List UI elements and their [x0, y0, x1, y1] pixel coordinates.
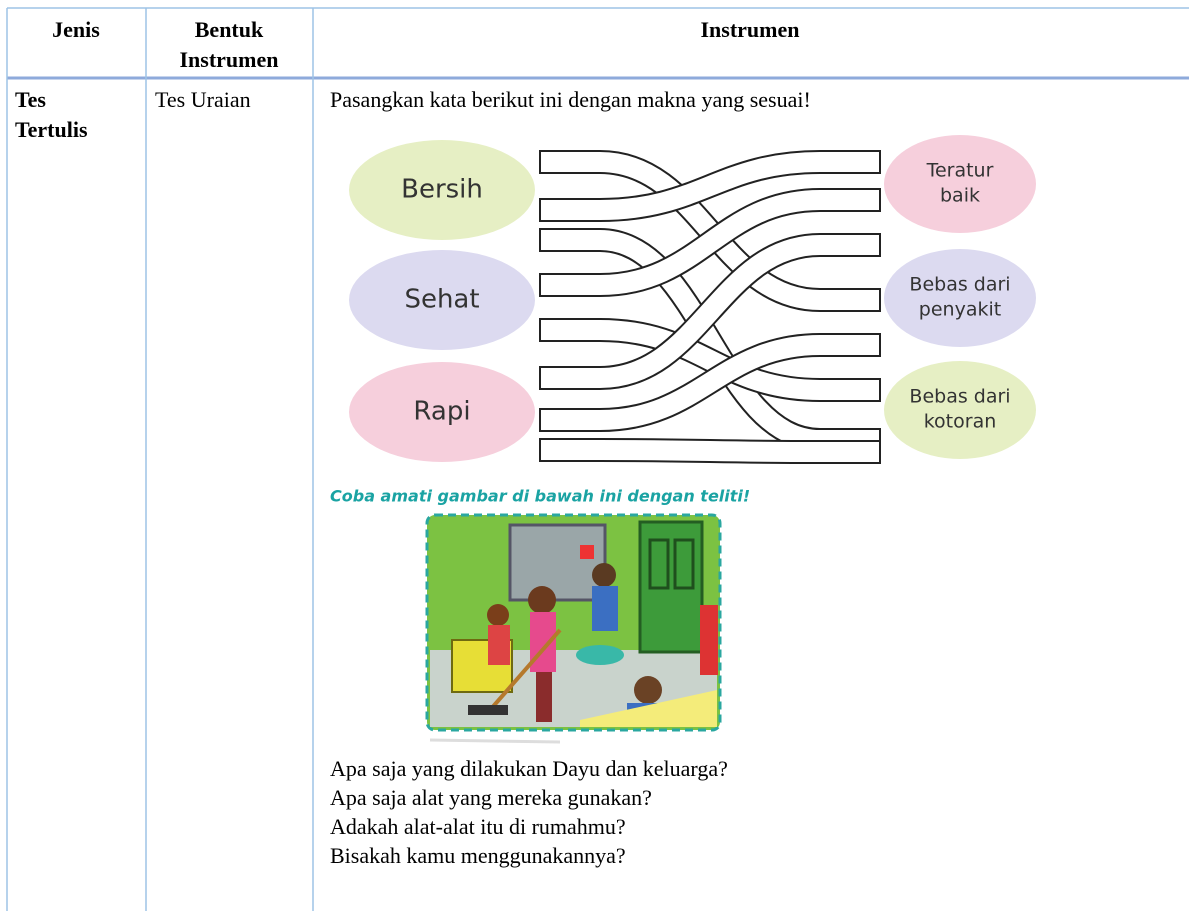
instruction: Pasangkan kata berikut ini dengan makna … [330, 87, 811, 112]
match-word: Sehat [404, 285, 479, 315]
caption: Coba amati gambar di bawah ini dengan te… [330, 487, 750, 506]
cell: Tes Uraian [155, 87, 251, 112]
maze-band [540, 440, 880, 462]
question: Adakah alat-alat itu di rumahmu? [330, 814, 626, 839]
question: Bisakah kamu menggunakannya? [330, 843, 626, 868]
match-word: Bersih [401, 175, 483, 205]
header-cell: Bentuk [195, 17, 264, 42]
header-cell: Instrumen [179, 47, 278, 72]
question: Apa saja yang dilakukan Dayu dan keluarg… [330, 756, 728, 781]
maze-band [540, 335, 880, 430]
match-meaning: Teratur [926, 160, 994, 182]
oval [349, 140, 535, 240]
maze-band [540, 230, 880, 450]
match-meaning: Bebas dari [909, 386, 1010, 408]
oval [349, 250, 535, 350]
divider [429, 738, 561, 744]
match-meaning: kotoran [924, 411, 997, 433]
oval [884, 249, 1036, 347]
match-meaning: Bebas dari [909, 274, 1010, 296]
oval [349, 362, 535, 462]
cell: Tertulis [15, 117, 88, 142]
oval [884, 135, 1036, 233]
maze [539, 150, 881, 464]
illustration [425, 513, 722, 732]
maze-band [540, 235, 880, 388]
maze-band [540, 152, 880, 220]
question: Apa saja alat yang mereka gunakan? [330, 785, 652, 810]
match-meaning: baik [940, 185, 980, 207]
match-word: Rapi [413, 397, 470, 427]
cell: Tes [15, 87, 46, 112]
maze-band [540, 190, 880, 295]
match-meaning: penyakit [919, 299, 1001, 321]
header-cell: Instrumen [700, 17, 799, 42]
oval [884, 361, 1036, 459]
maze-band [540, 320, 880, 400]
header-cell: Jenis [52, 17, 100, 42]
